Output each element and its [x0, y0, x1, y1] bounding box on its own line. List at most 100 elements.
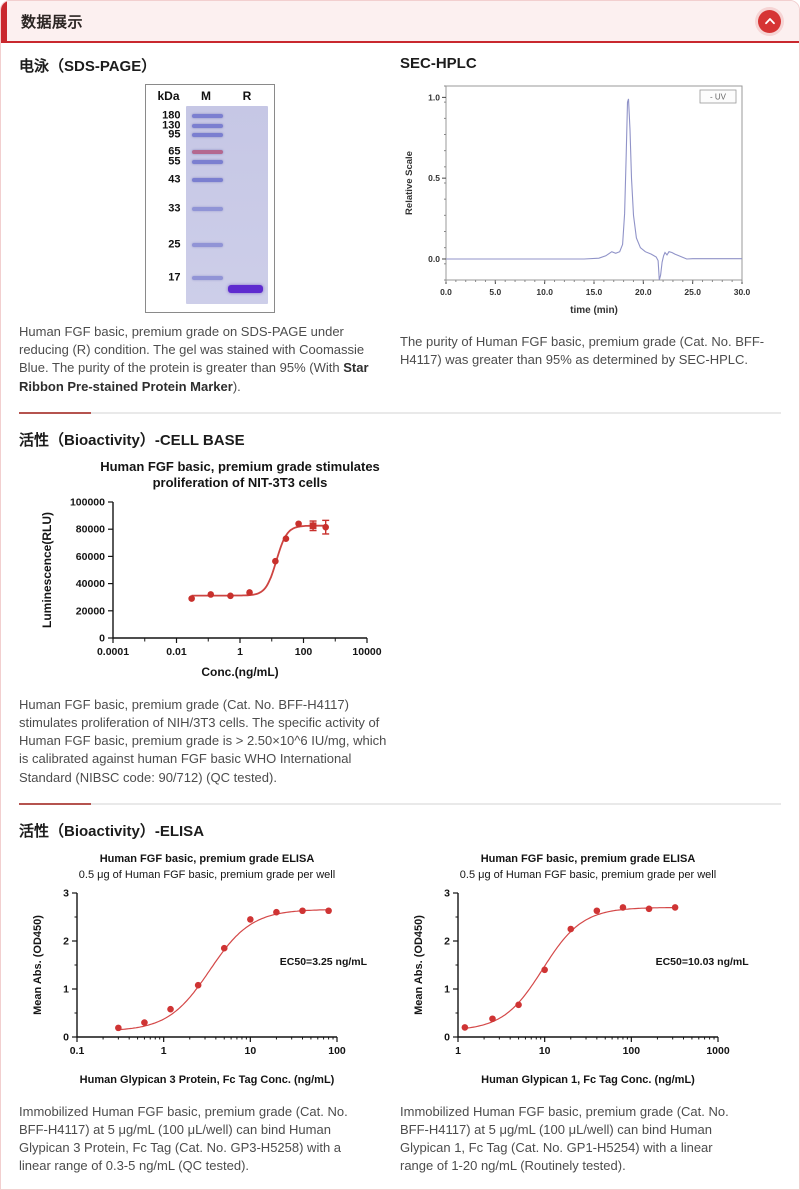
collapse-button[interactable] — [758, 9, 781, 33]
gel-col-kda: kDa — [157, 89, 180, 103]
gel-marker-band — [192, 149, 224, 154]
svg-text:0: 0 — [99, 632, 105, 644]
cell-base-caption: Human FGF basic, premium grade (Cat. No.… — [19, 696, 387, 785]
svg-text:60000: 60000 — [76, 551, 105, 563]
sds-caption-text: Human FGF basic, premium grade on SDS-PA… — [19, 324, 365, 376]
svg-text:0.0: 0.0 — [440, 287, 452, 297]
gel-sample-band — [228, 285, 263, 294]
svg-text:80000: 80000 — [76, 523, 105, 535]
elisa-glypican1-caption: Immobilized Human FGF basic, premium gra… — [400, 1103, 729, 1174]
elisa-glypican1-wrap: Human FGF basic, premium grade ELISA 0.5 … — [400, 847, 781, 1091]
svg-text:0.1: 0.1 — [69, 1045, 84, 1057]
gel-marker-band — [192, 178, 224, 183]
gel-marker-band — [192, 132, 224, 137]
svg-text:0.0: 0.0 — [428, 254, 440, 264]
gel-mw-label: 33 — [168, 202, 181, 215]
svg-text:Luminescence(RLU): Luminescence(RLU) — [40, 512, 54, 628]
svg-text:Human FGF basic, premium grade: Human FGF basic, premium grade ELISA — [480, 853, 695, 865]
section-title-sds-page: 电泳（SDS-PAGE） — [19, 58, 157, 75]
svg-text:1: 1 — [237, 646, 243, 658]
sds-page-gel-figure: kDa M R 180 130 95 65 55 43 33 25 17 — [144, 84, 275, 313]
gel-lanes — [185, 106, 268, 304]
svg-text:EC50=10.03 ng/mL: EC50=10.03 ng/mL — [655, 956, 749, 968]
gel-mw-label: 55 — [168, 155, 181, 168]
section-divider — [19, 411, 781, 414]
svg-text:0.5 μg of Human FGF basic, pre: 0.5 μg of Human FGF basic, premium grade… — [459, 869, 715, 881]
gel-mw-label: 43 — [168, 173, 181, 186]
svg-text:- UV: - UV — [710, 93, 727, 102]
gel-column-headers: kDa M R — [152, 89, 268, 103]
svg-text:0.01: 0.01 — [166, 646, 187, 658]
svg-text:2: 2 — [63, 935, 69, 947]
svg-text:25.0: 25.0 — [684, 287, 701, 297]
gel-marker-band — [192, 206, 224, 211]
svg-text:20.0: 20.0 — [635, 287, 652, 297]
svg-text:Mean Abs. (OD450): Mean Abs. (OD450) — [413, 914, 425, 1014]
gel-marker-band — [192, 276, 224, 281]
section-title-elisa: 活性（Bioactivity）-ELISA — [19, 822, 205, 840]
svg-text:15.0: 15.0 — [586, 287, 603, 297]
header-accent-bar — [1, 1, 7, 41]
elisa-glypican1-chart: Human FGF basic, premium grade ELISA 0.5 … — [413, 853, 749, 1086]
svg-text:100: 100 — [295, 646, 313, 658]
svg-text:proliferation of NIT-3T3 cells: proliferation of NIT-3T3 cells — [153, 475, 328, 490]
gel-mw-label: 17 — [168, 271, 181, 284]
svg-text:20000: 20000 — [76, 605, 105, 617]
svg-text:10000: 10000 — [352, 646, 381, 658]
elisa-charts-row: Human FGF basic, premium grade ELISA 0.5 … — [19, 847, 781, 1091]
svg-text:10.0: 10.0 — [536, 287, 553, 297]
svg-text:40000: 40000 — [76, 578, 105, 590]
gel-mw-label: 25 — [168, 237, 181, 250]
section-title-cell-base: 活性（Bioactivity）-CELL BASE — [19, 431, 245, 449]
svg-text:Human Glypican 1, Fc Tag Conc.: Human Glypican 1, Fc Tag Conc. (ng/mL) — [481, 1074, 695, 1086]
svg-text:Human Glypican 3 Protein, Fc T: Human Glypican 3 Protein, Fc Tag Conc. (… — [79, 1074, 334, 1086]
section-title-sec-hplc: SEC-HPLC — [400, 55, 477, 72]
svg-text:10: 10 — [538, 1045, 550, 1057]
svg-text:3: 3 — [63, 887, 69, 899]
svg-text:5.0: 5.0 — [489, 287, 501, 297]
gel-mw-label: 65 — [168, 144, 181, 157]
svg-text:1: 1 — [160, 1045, 166, 1057]
svg-text:1000: 1000 — [706, 1045, 730, 1057]
gel-col-marker: M — [201, 89, 211, 103]
purity-row: 电泳（SDS-PAGE） kDa M R 180 130 95 65 55 43 33 25 1… — [19, 55, 781, 396]
elisa-captions-row: Immobilized Human FGF basic, premium gra… — [19, 1091, 781, 1176]
sec-hplc-chart: 0.0 0.5 1.0 0.0 5.0 10.0 15.0 20.0 25.0 30.0 time … — [404, 85, 751, 316]
elisa-glypican3-chart: Human FGF basic, premium grade ELISA 0.5 … — [32, 853, 368, 1086]
svg-text:100000: 100000 — [70, 496, 105, 508]
svg-text:EC50=3.25 ng/mL: EC50=3.25 ng/mL — [279, 956, 367, 968]
gel-body: 180 130 95 65 55 43 33 25 17 — [152, 106, 268, 304]
chevron-up-icon — [764, 18, 775, 25]
svg-text:Conc.(ng/mL): Conc.(ng/mL) — [201, 665, 278, 679]
svg-text:100: 100 — [622, 1045, 640, 1057]
page-header: 数据展示 — [1, 1, 799, 43]
page-title: 数据展示 — [21, 13, 84, 31]
svg-text:Relative Scale: Relative Scale — [404, 151, 415, 215]
svg-text:1: 1 — [63, 983, 69, 995]
gel-ladder-labels: 180 130 95 65 55 43 33 25 17 — [152, 106, 186, 304]
svg-text:3: 3 — [444, 887, 450, 899]
cell-base-chart: Human FGF basic, premium grade stimulate… — [40, 459, 382, 679]
svg-text:0.0001: 0.0001 — [97, 646, 129, 658]
svg-text:1: 1 — [455, 1045, 461, 1057]
section-divider — [19, 802, 781, 805]
elisa-glypican3-wrap: Human FGF basic, premium grade ELISA 0.5 … — [19, 847, 400, 1091]
svg-text:1.0: 1.0 — [428, 92, 440, 102]
svg-text:0: 0 — [444, 1031, 450, 1043]
svg-text:0: 0 — [63, 1031, 69, 1043]
gel-col-sample: R — [242, 89, 252, 103]
svg-text:100: 100 — [328, 1045, 346, 1057]
svg-text:1: 1 — [444, 983, 450, 995]
sds-page-column: 电泳（SDS-PAGE） kDa M R 180 130 95 65 55 43 33 25 1… — [19, 55, 400, 396]
svg-text:time (min): time (min) — [570, 305, 618, 316]
svg-text:10: 10 — [244, 1045, 256, 1057]
svg-text:2: 2 — [444, 935, 450, 947]
sds-caption-marker-name: Star Ribbon Pre-stained Protein Marker — [19, 360, 369, 394]
gel-mw-label: 95 — [168, 128, 181, 141]
gel-marker-band — [192, 113, 224, 118]
gel-marker-band — [192, 123, 224, 128]
svg-text:0.5: 0.5 — [428, 173, 440, 183]
gel-mw-label: 130 — [162, 119, 181, 132]
svg-text:Human FGF basic, premium grade: Human FGF basic, premium grade ELISA — [99, 853, 314, 865]
